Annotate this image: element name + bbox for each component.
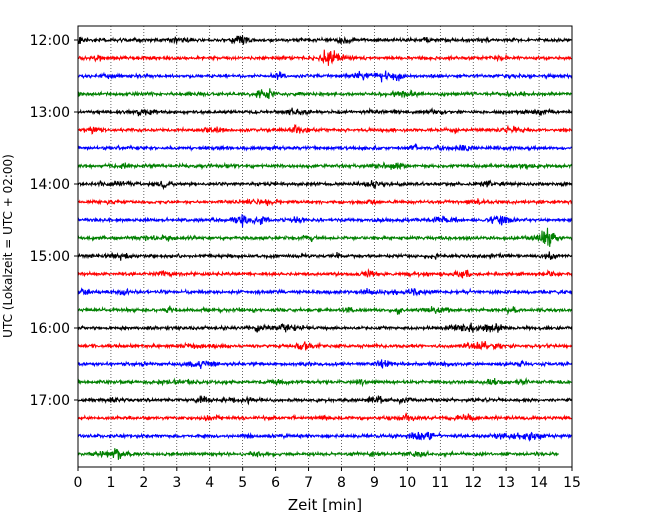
- seismic-trace: [77, 179, 573, 191]
- seismic-trace: [77, 268, 573, 279]
- seismic-trace: [77, 35, 573, 45]
- x-axis-ticks: 0 1 2 3 4 5 6 7 8 9 10 11 12 13 14 15: [74, 467, 581, 491]
- seismic-trace: [77, 143, 572, 153]
- y-tick-label: 15:00: [30, 249, 70, 265]
- y-tick-label: 12:00: [30, 33, 70, 49]
- x-tick-label: 14: [530, 475, 548, 491]
- seismic-trace: [77, 227, 573, 247]
- y-tick-label: 14:00: [30, 177, 70, 193]
- seismic-trace: [77, 161, 573, 171]
- x-tick-label: 8: [337, 475, 346, 491]
- x-tick-label: 9: [370, 475, 379, 491]
- x-tick-label: 12: [464, 475, 482, 491]
- y-tick-label: 16:00: [30, 321, 70, 337]
- y-axis-ticks: 12:00 13:00 14:00 15:00 16:00 17:00: [30, 33, 78, 409]
- x-tick-label: 11: [431, 475, 449, 491]
- x-tick-label: 0: [74, 475, 83, 491]
- y-tick-label: 13:00: [30, 105, 70, 121]
- seismic-trace: [77, 123, 573, 135]
- y-tick-label: 17:00: [30, 393, 70, 409]
- seismic-trace: [77, 49, 573, 66]
- seismic-trace: [77, 376, 573, 388]
- seismic-traces: [77, 35, 573, 460]
- x-tick-label: 1: [106, 475, 115, 491]
- seismic-trace: [77, 287, 573, 297]
- seismic-trace: [77, 251, 573, 261]
- seismic-trace: [77, 214, 573, 228]
- plot-frame: [77, 25, 573, 468]
- x-tick-label: 6: [271, 475, 280, 491]
- x-tick-label: 13: [497, 475, 515, 491]
- x-axis-label: Zeit [min]: [288, 496, 362, 514]
- seismic-trace: [77, 412, 573, 422]
- seismic-trace: [77, 448, 560, 460]
- x-tick-label: 15: [563, 475, 581, 491]
- seismic-trace: [77, 395, 573, 406]
- x-tick-label: 3: [172, 475, 181, 491]
- x-tick-label: 5: [238, 475, 247, 491]
- seismic-trace: [77, 197, 573, 207]
- seismic-trace: [77, 341, 573, 351]
- x-tick-label: 7: [304, 475, 313, 491]
- seismic-trace: [77, 322, 573, 333]
- seismic-trace: [77, 88, 573, 100]
- seismic-trace: [77, 107, 573, 117]
- x-tick-label: 2: [139, 475, 148, 491]
- seismic-trace: [77, 305, 573, 316]
- y-axis-label: UTC (Lokalzeit = UTC + 02:00): [1, 154, 15, 338]
- seismic-trace: [77, 431, 573, 442]
- seismic-trace: [77, 70, 573, 83]
- seismic-trace: [77, 359, 573, 370]
- x-tick-label: 4: [205, 475, 214, 491]
- x-tick-label: 10: [398, 475, 416, 491]
